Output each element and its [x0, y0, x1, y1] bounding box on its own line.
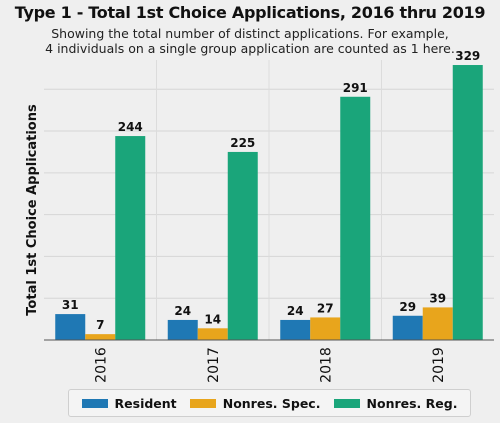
bar-2018-resident — [280, 319, 311, 340]
legend-swatch-nonres-reg — [333, 398, 360, 408]
bar-2019-nonres-reg — [452, 65, 483, 340]
data-label-2019-resident: 29 — [399, 300, 416, 314]
bar-2018-nonres-reg — [340, 96, 371, 340]
x-tick-label-2018: 2018 — [318, 347, 334, 383]
x-tick-label-2019: 2019 — [431, 347, 447, 383]
data-label-2016-nonres-reg: 244 — [118, 120, 143, 134]
chart-subtitle-line-1: Showing the total number of distinct app… — [51, 26, 449, 41]
data-label-2017-nonres-spec: 14 — [204, 312, 221, 326]
bar-2019-resident — [392, 315, 423, 340]
legend-item-resident: Resident — [81, 395, 177, 411]
data-label-2016-nonres-spec: 7 — [96, 318, 104, 332]
data-label-2019-nonres-spec: 39 — [429, 291, 446, 305]
chart-legend: Resident Nonres. Spec. Nonres. Reg. — [68, 389, 471, 417]
x-tick-label-2017: 2017 — [206, 347, 222, 383]
legend-item-nonres-reg: Nonres. Reg. — [333, 395, 458, 411]
legend-item-nonres-spec: Nonres. Spec. — [189, 395, 321, 411]
legend-swatch-resident — [81, 398, 108, 408]
y-axis-label: Total 1st Choice Applications — [25, 104, 40, 316]
chart-subtitle-line-2: 4 individuals on a single group applicat… — [45, 41, 455, 56]
x-tick-label-2016: 2016 — [93, 347, 109, 383]
bar-2016-resident — [55, 314, 86, 340]
data-label-2018-nonres-spec: 27 — [317, 301, 334, 315]
data-label-2017-resident: 24 — [174, 304, 191, 318]
bar-2018-nonres-spec — [310, 317, 341, 340]
legend-label-nonres-reg: Nonres. Reg. — [366, 395, 458, 411]
data-label-2018-resident: 24 — [287, 304, 304, 318]
data-label-2017-nonres-reg: 225 — [230, 136, 255, 150]
data-label-2019-nonres-reg: 329 — [455, 49, 480, 63]
bar-2019-nonres-spec — [422, 307, 453, 340]
legend-label-resident: Resident — [114, 395, 177, 411]
chart-title: Type 1 - Total 1st Choice Applications, … — [14, 3, 486, 22]
bar-2017-nonres-spec — [197, 328, 228, 340]
legend-label-nonres-spec: Nonres. Spec. — [222, 395, 321, 411]
bar-2016-nonres-spec — [85, 334, 116, 340]
data-label-2016-resident: 31 — [62, 298, 79, 312]
legend-swatch-nonres-spec — [189, 398, 216, 408]
bar-2016-nonres-reg — [115, 136, 146, 340]
data-label-2018-nonres-reg: 291 — [343, 81, 368, 95]
bar-2017-resident — [167, 319, 198, 340]
bar-2017-nonres-reg — [227, 151, 258, 340]
